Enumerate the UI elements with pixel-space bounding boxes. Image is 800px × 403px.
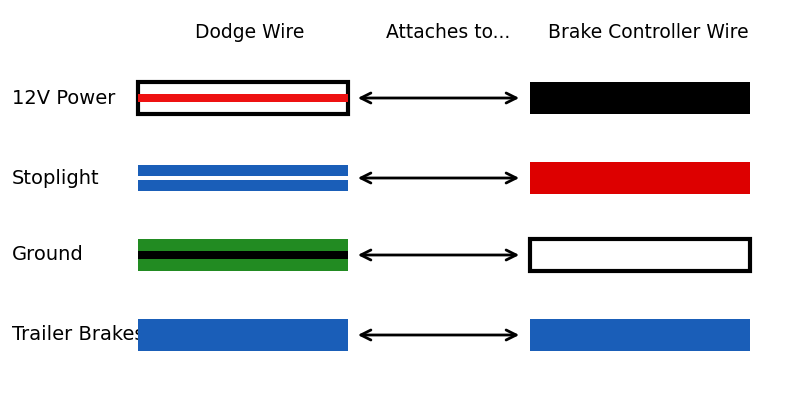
Text: Ground: Ground [12, 245, 84, 264]
Bar [530, 239, 750, 271]
Bar [138, 251, 348, 259]
Bar [138, 82, 348, 114]
Bar [138, 94, 348, 102]
Bar [530, 162, 750, 194]
Bar [530, 82, 750, 114]
Bar [530, 319, 750, 351]
Bar [138, 319, 348, 351]
Text: Stoplight: Stoplight [12, 168, 100, 187]
Text: Attaches to...: Attaches to... [386, 23, 510, 42]
Bar [138, 180, 348, 191]
Text: Dodge Wire: Dodge Wire [195, 23, 305, 42]
Text: Trailer Brakes: Trailer Brakes [12, 326, 145, 345]
Bar [138, 239, 348, 271]
Bar [138, 165, 348, 176]
Text: 12V Power: 12V Power [12, 89, 115, 108]
Text: Brake Controller Wire: Brake Controller Wire [548, 23, 748, 42]
